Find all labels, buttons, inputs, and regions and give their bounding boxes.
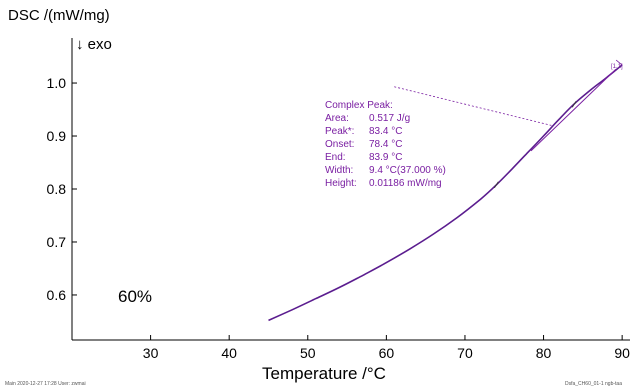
peak-area-label: Area:: [325, 113, 349, 124]
peak-height-label: Height:: [325, 178, 357, 189]
y-ticks: 0.6 0.7 0.8 0.9 1.0: [47, 75, 77, 303]
y-tick-label: 1.0: [47, 75, 67, 91]
y-tick-label: 0.6: [47, 287, 67, 303]
peak-peak-label: Peak*:: [325, 126, 354, 137]
peak-end-label: End:: [325, 152, 346, 163]
marker-label: [1.1]: [611, 64, 623, 70]
footer-right: Dsfa_CH60_01-1 ngb-taa: [565, 381, 622, 387]
annotation-leader-line: [394, 86, 552, 126]
exo-direction-label: ↓ exo: [76, 36, 112, 53]
peak-peak-value: 83.4 °C: [369, 126, 402, 137]
end-marker-pointer: [615, 59, 623, 66]
x-tick-label: 30: [143, 345, 159, 361]
panel-label: 60%: [118, 287, 152, 306]
y-tick-label: 0.7: [47, 234, 67, 250]
peak-annotation-title: Complex Peak:: [325, 100, 393, 111]
x-tick-label: 40: [221, 345, 237, 361]
x-ticks: 30 40 50 60 70 80 90: [143, 335, 630, 361]
series-group: [268, 64, 623, 322]
annotation-group: [394, 59, 623, 189]
curve-tick-mark: [571, 100, 577, 108]
y-tick-label: 0.9: [47, 128, 67, 144]
peak-area-value: 0.517 J/g: [369, 113, 410, 124]
peak-end-value: 83.9 °C: [369, 152, 402, 163]
y-axis-title: DSC /(mW/mg): [8, 7, 110, 24]
peak-width-label: Width:: [325, 165, 353, 176]
peak-onset-value: 78.4 °C: [369, 139, 402, 150]
x-tick-label: 60: [379, 345, 395, 361]
x-tick-label: 70: [457, 345, 473, 361]
x-tick-label: 50: [300, 345, 316, 361]
dsc-curve: [268, 64, 623, 322]
peak-baseline: [530, 68, 617, 152]
x-axis-title: Temperature /°C: [262, 364, 386, 383]
curve-tick-mark: [493, 181, 499, 189]
x-tick-label: 90: [614, 345, 630, 361]
peak-height-value: 0.01186 mW/mg: [369, 178, 442, 189]
x-tick-label: 80: [536, 345, 552, 361]
y-tick-label: 0.8: [47, 181, 67, 197]
peak-onset-label: Onset:: [325, 139, 354, 150]
peak-width-value: 9.4 °C(37.000 %): [369, 165, 446, 176]
peak-annotation: Complex Peak: Area: 0.517 J/g Peak*: 83.…: [325, 100, 446, 189]
footer-left: Main 2020-12-27 17:28 User: zwmai: [5, 381, 86, 387]
